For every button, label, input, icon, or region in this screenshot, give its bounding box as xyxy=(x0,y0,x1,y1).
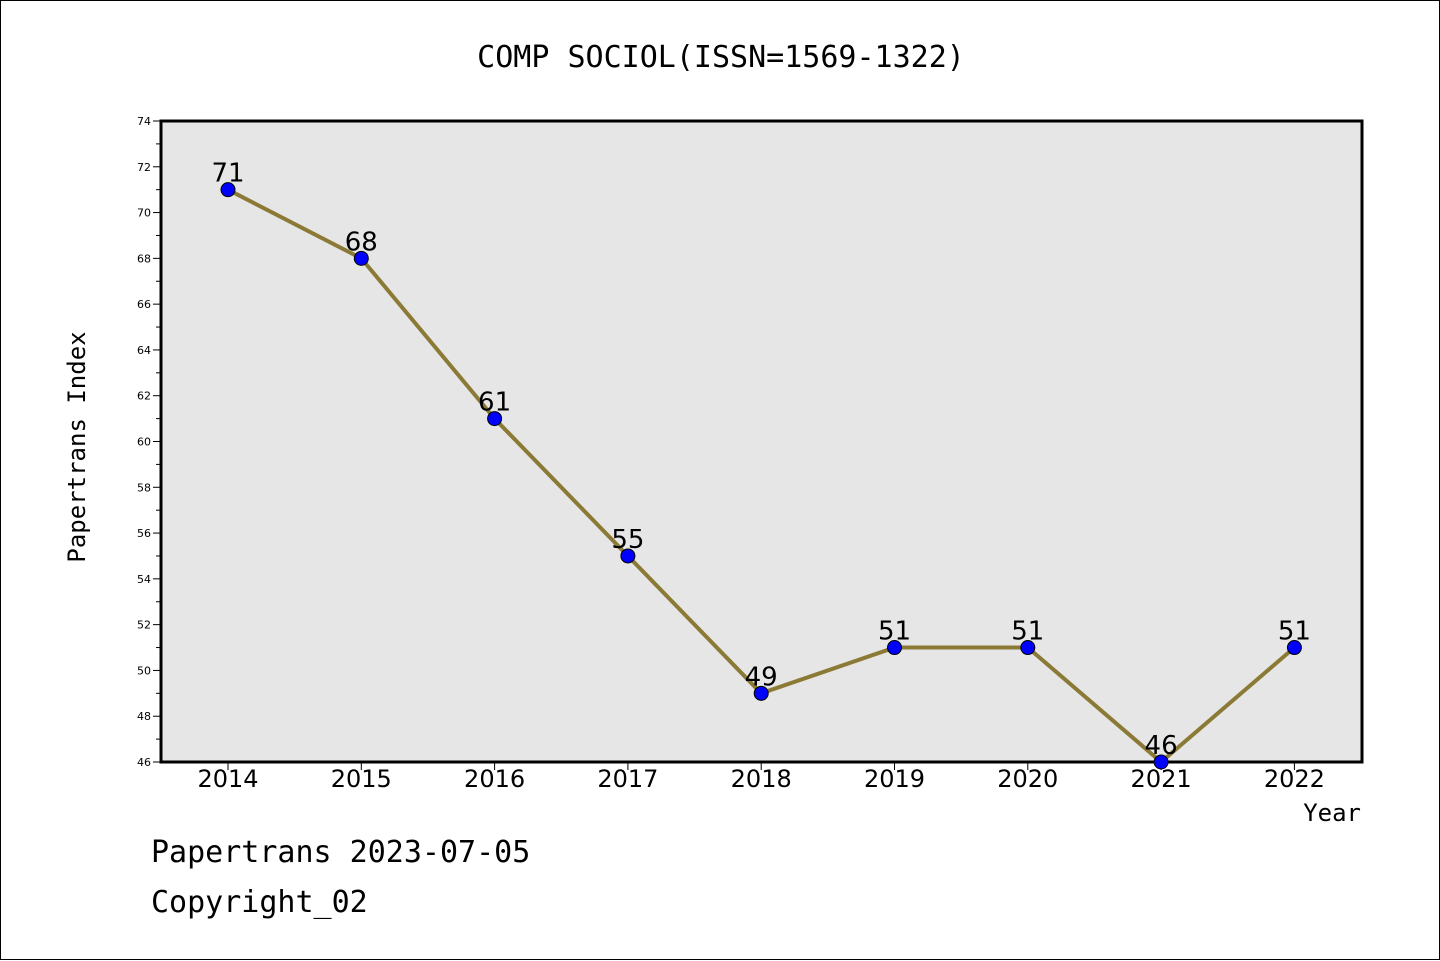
data-label: 51 xyxy=(1278,617,1311,647)
y-tick-label: 56 xyxy=(137,527,151,540)
y-tick-label: 50 xyxy=(137,664,151,677)
y-axis: 46 48 50 52 54 56 58 60 62 64 66 68 70 72 74 xyxy=(137,115,161,769)
x-tick-label: 2014 xyxy=(197,765,258,793)
y-tick-label: 58 xyxy=(137,481,151,494)
data-point xyxy=(1153,754,1169,770)
y-tick-label: 68 xyxy=(137,252,151,265)
x-tick-label: 2021 xyxy=(1131,765,1192,793)
x-tick-label: 2019 xyxy=(864,765,925,793)
chart-title: COMP SOCIOL(ISSN=1569-1322) xyxy=(477,40,965,75)
data-label: 49 xyxy=(745,662,778,692)
x-axis-label: Year xyxy=(1303,799,1361,827)
x-tick-label: 2018 xyxy=(731,765,792,793)
data-point xyxy=(1286,640,1302,656)
data-label: 51 xyxy=(878,617,911,647)
y-tick-label: 74 xyxy=(137,115,151,128)
data-point xyxy=(353,250,369,266)
data-point xyxy=(753,685,769,701)
data-point xyxy=(620,548,636,564)
y-tick-label: 52 xyxy=(137,619,151,632)
x-tick-label: 2020 xyxy=(997,765,1058,793)
x-tick-label: 2016 xyxy=(464,765,525,793)
data-label: 71 xyxy=(211,159,244,189)
footer-copyright: Copyright_02 xyxy=(151,885,368,920)
x-tick-label: 2015 xyxy=(331,765,392,793)
data-point xyxy=(887,640,902,656)
y-tick-label: 66 xyxy=(137,298,151,311)
data-point xyxy=(487,411,503,427)
data-label: 55 xyxy=(611,525,644,555)
y-tick-label: 48 xyxy=(137,710,151,723)
x-axis: 2014 2015 2016 2017 2018 2019 2020 2021 2022 xyxy=(197,762,1325,793)
y-tick-label: 62 xyxy=(137,390,151,403)
data-label: 61 xyxy=(478,388,511,418)
data-label: 51 xyxy=(1011,617,1044,647)
y-tick-label: 72 xyxy=(137,161,151,174)
x-tick-label: 2022 xyxy=(1264,765,1325,793)
y-tick-label: 54 xyxy=(137,573,151,586)
x-tick-label: 2017 xyxy=(597,765,658,793)
data-label: 46 xyxy=(1145,731,1178,761)
plot-area xyxy=(159,119,1364,764)
footer-date: Papertrans 2023-07-05 xyxy=(151,835,531,870)
y-tick-label: 46 xyxy=(137,756,151,769)
data-label: 68 xyxy=(345,227,378,257)
y-tick-label: 64 xyxy=(137,344,151,357)
series-line-group: 71 68 61 55 49 51 51 46 51 xyxy=(211,159,1311,770)
data-point xyxy=(220,182,236,198)
data-point xyxy=(1020,640,1036,656)
y-axis-label: Papertrans Index xyxy=(63,331,91,562)
y-tick-label: 60 xyxy=(137,436,151,449)
y-tick-label: 70 xyxy=(137,207,151,220)
